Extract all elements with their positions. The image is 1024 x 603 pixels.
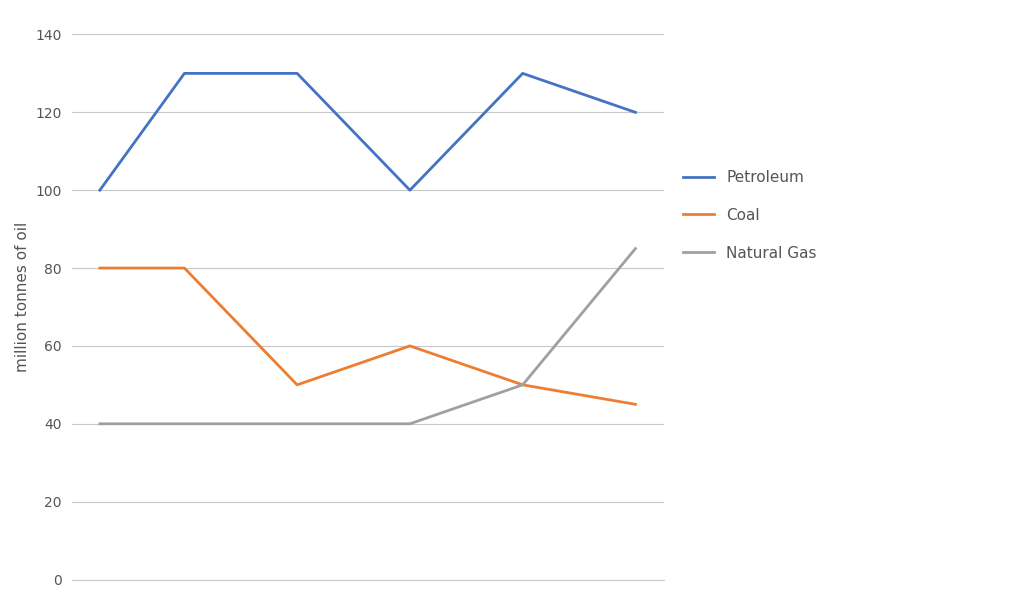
Legend: Petroleum, Coal, Natural Gas: Petroleum, Coal, Natural Gas [677,164,822,267]
Petroleum [403,186,416,194]
Natural Gas [94,420,106,428]
Y-axis label: million tonnes of oil: million tonnes of oil [15,222,30,373]
Natural Gas [403,420,416,428]
Coal [630,400,642,408]
Petroleum [516,70,528,77]
Petroleum [291,70,303,77]
Natural Gas [516,381,528,388]
Natural Gas [630,245,642,252]
Petroleum [630,109,642,116]
Line: Natural Gas: Natural Gas [100,248,636,424]
Petroleum [94,186,106,194]
Petroleum [178,70,190,77]
Coal [403,343,416,350]
Coal [516,381,528,388]
Coal [178,265,190,272]
Line: Coal: Coal [100,268,636,404]
Coal [291,381,303,388]
Natural Gas [291,420,303,428]
Coal [94,265,106,272]
Natural Gas [178,420,190,428]
Line: Petroleum: Petroleum [100,74,636,190]
